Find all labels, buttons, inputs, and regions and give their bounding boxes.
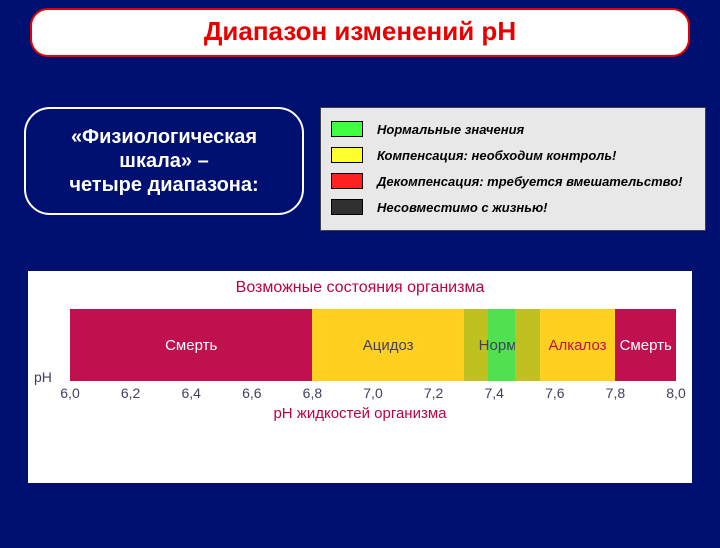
ph-tick: 6,8 (303, 385, 322, 401)
ph-segment: Смерть (615, 309, 676, 381)
pill-line: «Физиологическая (34, 125, 294, 149)
ph-tick: 7,0 (363, 385, 382, 401)
legend-label: Нормальные значения (377, 122, 524, 137)
x-axis-title: pH жидкостей организма (34, 405, 686, 422)
title-bar: Диапазон изменений рН (30, 8, 690, 57)
ph-bar: СмертьАцидозНормаАлкалозСмерть (70, 309, 676, 381)
mid-row: «Физиологическая шкала» – четыре диапазо… (24, 107, 706, 231)
chart-title: Возможные состояния организма (34, 279, 686, 297)
legend-box: Нормальные значения Компенсация: необходи… (320, 107, 706, 231)
legend-label: Компенсация: необходим контроль! (377, 148, 616, 163)
ph-tick: 8,0 (666, 385, 685, 401)
legend-row: Несовместимо с жизнью! (331, 194, 695, 220)
pill-line: четыре диапазона: (34, 173, 294, 197)
legend-row: Декомпенсация: требуется вмешательство! (331, 168, 695, 194)
legend-swatch (331, 199, 363, 215)
ph-tick: 7,8 (606, 385, 625, 401)
ph-tick: 7,6 (545, 385, 564, 401)
physio-scale-box: «Физиологическая шкала» – четыре диапазо… (24, 107, 304, 215)
legend-label: Несовместимо с жизнью! (377, 200, 548, 215)
page-title: Диапазон изменений рН (204, 16, 516, 46)
ph-segment (515, 309, 539, 381)
ph-tick: 6,0 (60, 385, 79, 401)
ph-segment: Смерть (70, 309, 312, 381)
legend-row: Нормальные значения (331, 116, 695, 142)
legend-swatch (331, 121, 363, 137)
legend-swatch (331, 147, 363, 163)
ph-tick: 7,2 (424, 385, 443, 401)
pill-line: шкала» – (34, 149, 294, 173)
ph-segment: Норма (488, 309, 515, 381)
ph-tick: 6,6 (242, 385, 261, 401)
ph-tick: 7,4 (484, 385, 503, 401)
ph-tick: 6,2 (121, 385, 140, 401)
ph-tick: 6,4 (181, 385, 200, 401)
legend-label: Декомпенсация: требуется вмешательство! (377, 174, 682, 189)
ph-segment: Ацидоз (312, 309, 464, 381)
legend-swatch (331, 173, 363, 189)
ph-segment: Алкалоз (540, 309, 616, 381)
legend-row: Компенсация: необходим контроль! (331, 142, 695, 168)
ph-axis-label: pH (34, 369, 52, 385)
ph-ticks: 6,06,26,46,66,87,07,27,47,67,88,0 (70, 385, 676, 403)
chart-panel: Возможные состояния организма pH СмертьА… (28, 271, 692, 483)
